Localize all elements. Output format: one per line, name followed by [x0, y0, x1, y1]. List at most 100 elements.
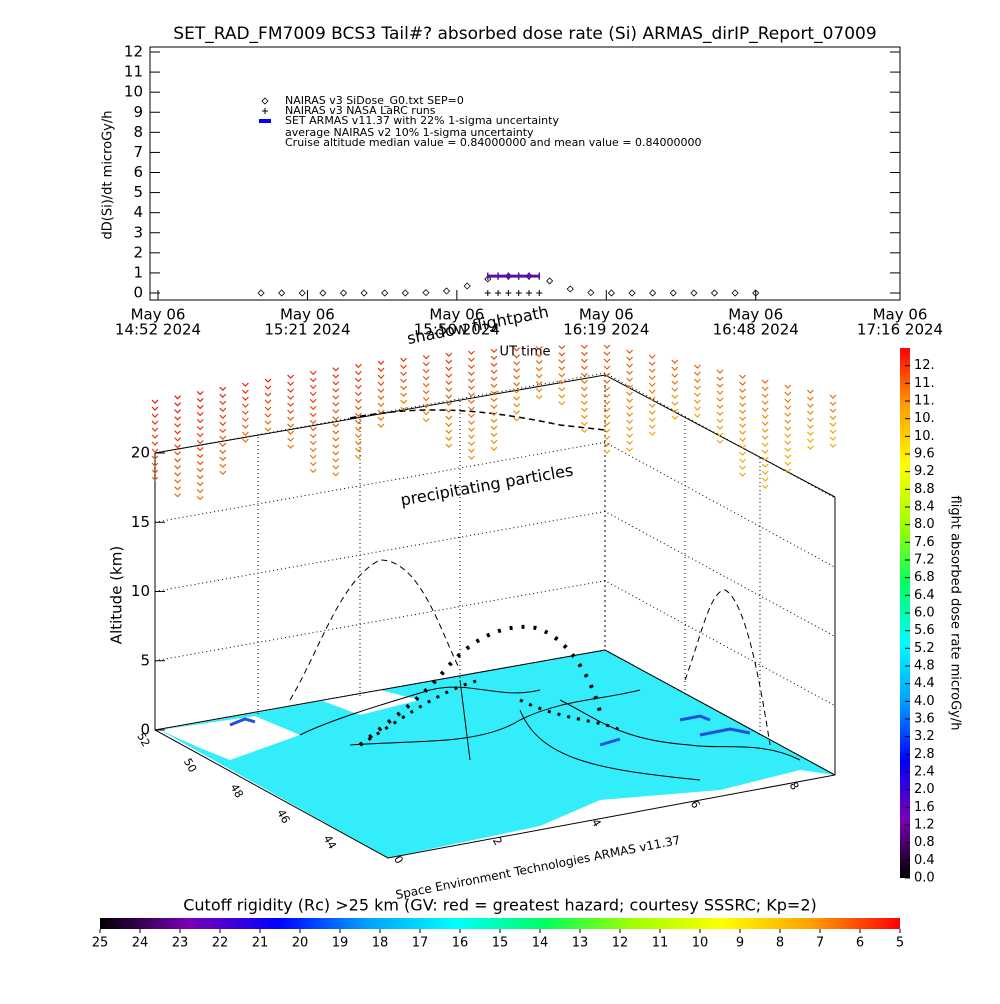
y-tick-label: 11: [124, 63, 143, 81]
particle: [603, 400, 611, 405]
particle: [287, 437, 295, 442]
particle: [309, 447, 317, 453]
particle: [309, 384, 317, 390]
particle: [671, 366, 679, 371]
diamond-marker: [752, 289, 760, 297]
particle: [603, 386, 611, 391]
plot-frame: [149, 46, 901, 301]
particle: [445, 436, 453, 441]
colorbar-tick-label: 13: [572, 936, 589, 951]
map: [160, 650, 835, 858]
sea: [388, 770, 835, 858]
particle: [467, 371, 475, 376]
annotation: Cruise altitude median value = 0.8400000…: [285, 136, 702, 149]
particle: [603, 358, 611, 363]
particle: [287, 444, 295, 449]
diamond-marker: [257, 289, 265, 297]
particle: [241, 424, 249, 429]
z-tick-label: 15: [131, 513, 150, 531]
particle: [196, 460, 204, 466]
particle: [580, 407, 588, 413]
particle: [287, 430, 295, 435]
particle: [739, 409, 747, 414]
particle: [716, 376, 724, 381]
particle: [490, 369, 498, 375]
y-tick-label: 1: [133, 263, 143, 281]
legend-label: SET ARMAS v11.37 with 22% 1-sigma uncert…: [285, 114, 559, 127]
particle: [490, 390, 498, 396]
particle: [761, 484, 769, 489]
colorbar-tick-label: 5.2: [914, 641, 935, 656]
particle: [603, 351, 611, 356]
particle: [377, 374, 385, 379]
diamond-marker: [690, 289, 698, 297]
particle: [490, 404, 498, 410]
particle: [151, 455, 159, 460]
particle: [287, 423, 295, 428]
particle: [603, 372, 611, 377]
particle: [445, 394, 453, 399]
particle: [264, 399, 272, 404]
particle: [151, 441, 159, 446]
grid-line: [154, 580, 836, 707]
particle: [287, 388, 295, 393]
particle: [377, 388, 385, 393]
particle: [309, 370, 317, 376]
particle: [580, 428, 588, 434]
colorbar-tick-label: 14: [532, 936, 549, 951]
particle: [513, 347, 521, 352]
particle: [806, 424, 814, 429]
particle: [784, 391, 792, 396]
particle: [174, 493, 182, 498]
particle: [490, 383, 498, 389]
diamond-marker: [484, 275, 492, 283]
diamond-marker: [360, 289, 368, 297]
particle: [603, 344, 611, 349]
particle: [626, 384, 634, 389]
particle: [761, 400, 769, 405]
particle: [219, 414, 227, 420]
particle: [716, 369, 724, 374]
particle: [829, 436, 837, 441]
diamond-marker: [319, 289, 327, 297]
particle: [671, 408, 679, 413]
particle: [422, 411, 430, 416]
particle: [626, 398, 634, 403]
particle: [626, 391, 634, 396]
colorbar-tick-label: 3.2: [914, 729, 935, 744]
particle: [219, 421, 227, 427]
particle: [422, 418, 430, 423]
lat-tick-label: 52: [134, 730, 152, 749]
particle: [400, 392, 408, 398]
colorbar-tick-label: 1.2: [914, 818, 935, 833]
particle: [287, 409, 295, 414]
particle: [558, 380, 566, 385]
particle: [151, 406, 159, 411]
particle: [761, 393, 769, 398]
particle: [535, 367, 543, 372]
particle: [445, 387, 453, 392]
particle: [558, 373, 566, 378]
shadow-path: [349, 409, 606, 431]
particle: [219, 449, 227, 455]
particle: [806, 410, 814, 415]
colorbar-tick-label: 8: [776, 936, 784, 951]
particle: [287, 374, 295, 379]
particle: [445, 422, 453, 427]
z-axis-label: Altitude (km): [108, 546, 126, 644]
particle: [490, 418, 498, 424]
particle: [445, 443, 453, 448]
particle: [332, 402, 340, 407]
x-tick-label: 14:52 2024: [115, 321, 201, 339]
particle: [739, 395, 747, 400]
particle: [784, 454, 792, 459]
particle: [309, 391, 317, 397]
particle: [264, 385, 272, 390]
borders: [299, 679, 801, 781]
particle: [761, 414, 769, 419]
colorbar-tick-label: 3.6: [914, 712, 935, 727]
particle: [174, 458, 182, 463]
particle: [422, 362, 430, 367]
particle: [309, 461, 317, 467]
particle: [445, 373, 453, 378]
